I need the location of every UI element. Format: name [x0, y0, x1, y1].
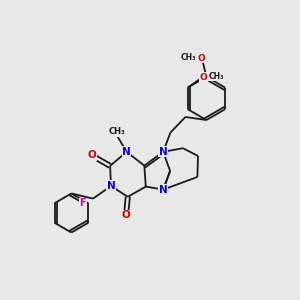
Text: CH₃: CH₃ [208, 72, 224, 81]
Text: O: O [87, 150, 96, 161]
Text: O: O [197, 54, 205, 63]
Text: N: N [159, 147, 168, 157]
Text: O: O [122, 210, 130, 220]
Text: F: F [80, 198, 86, 208]
Text: N: N [122, 147, 131, 157]
Text: CH₃: CH₃ [109, 128, 125, 136]
Text: N: N [159, 184, 168, 195]
Text: CH₃: CH₃ [181, 53, 196, 62]
Text: N: N [106, 181, 116, 191]
Text: O: O [200, 73, 207, 82]
